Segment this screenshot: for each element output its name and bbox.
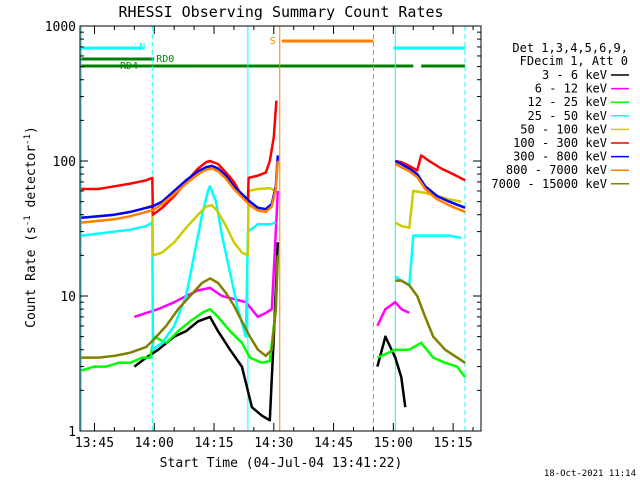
flag-label-rd0: RD0 [156, 54, 174, 65]
x-tick-label-1500: 15:00 [374, 436, 413, 451]
x-tick-label-1400: 14:00 [135, 436, 174, 451]
series-line-300-800-kev [81, 155, 466, 219]
series-line-100-300-kev [81, 100, 466, 216]
plot-frame [79, 25, 482, 432]
y-axis-label-end: ) [24, 126, 39, 134]
x-tick-label-1430: 14:30 [254, 436, 293, 451]
flag-label-n: N [139, 42, 145, 53]
y-axis-label-sup2: -1 [23, 134, 33, 145]
flag-bars: N RD0 RD4 S [80, 36, 466, 72]
series-line-3-6-kev [133, 242, 407, 422]
x-tick-label-1515: 15:15 [434, 436, 473, 451]
y-axis-label-sup1: -1 [23, 215, 33, 226]
y-axis-label-mid: detector [24, 145, 39, 216]
legend-label-3-6-kev: 3 - 6 keV [542, 68, 607, 82]
legend-label-100-300-kev: 100 - 300 keV [513, 136, 607, 150]
legend-label-7000-15000-kev: 7000 - 15000 keV [491, 177, 607, 191]
legend-label-800-7000-kev: 800 - 7000 keV [506, 163, 607, 177]
legend-header-line-1: Det 1,3,4,5,6,9, [512, 41, 628, 55]
flag-label-s: S [270, 36, 276, 47]
y-tick-label-10: 10 [60, 290, 76, 305]
legend-header-line-2: FDecim 1, Att 0 [520, 54, 628, 68]
legend-label-300-800-kev: 300 - 800 keV [513, 150, 607, 164]
x-axis-label: Start Time (04-Jul-04 13:41:22) [160, 456, 403, 471]
series-line-7000-15000-kev [81, 255, 466, 364]
series-lines [80, 100, 467, 422]
y-axis-label-start: Count Rate (s [24, 226, 39, 328]
legend-label-50-100-kev: 50 - 100 keV [520, 122, 607, 136]
chart-title: RHESSI Observing Summary Count Rates [118, 3, 443, 21]
series-line-800-7000-kev [81, 160, 466, 224]
axes: 1 10 100 1000 13:45 14:00 14:15 14:30 14:45 15:00… [45, 20, 482, 451]
flag-label-rd4: RD4 [120, 61, 138, 72]
legend-label-12-25-kev: 12 - 25 keV [528, 95, 607, 109]
y-tick-label-1: 1 [68, 425, 76, 440]
series-line-6-12-kev [133, 190, 410, 327]
x-tick-label-1445: 14:45 [314, 436, 353, 451]
y-tick-label-1000: 1000 [45, 20, 76, 35]
y-axis-label: Count Rate (s-1 detector-1) [23, 126, 39, 328]
legend-label-6-12-kev: 6 - 12 keV [535, 82, 607, 96]
y-tick-label-100: 100 [53, 155, 76, 170]
generated-timestamp: 18-Oct-2021 11:14 [544, 469, 636, 479]
x-tick-label-1345: 13:45 [75, 436, 114, 451]
series-line-12-25-kev [80, 255, 467, 379]
x-tick-label-1415: 14:15 [194, 436, 233, 451]
legend-label-25-50-kev: 25 - 50 keV [528, 109, 607, 123]
